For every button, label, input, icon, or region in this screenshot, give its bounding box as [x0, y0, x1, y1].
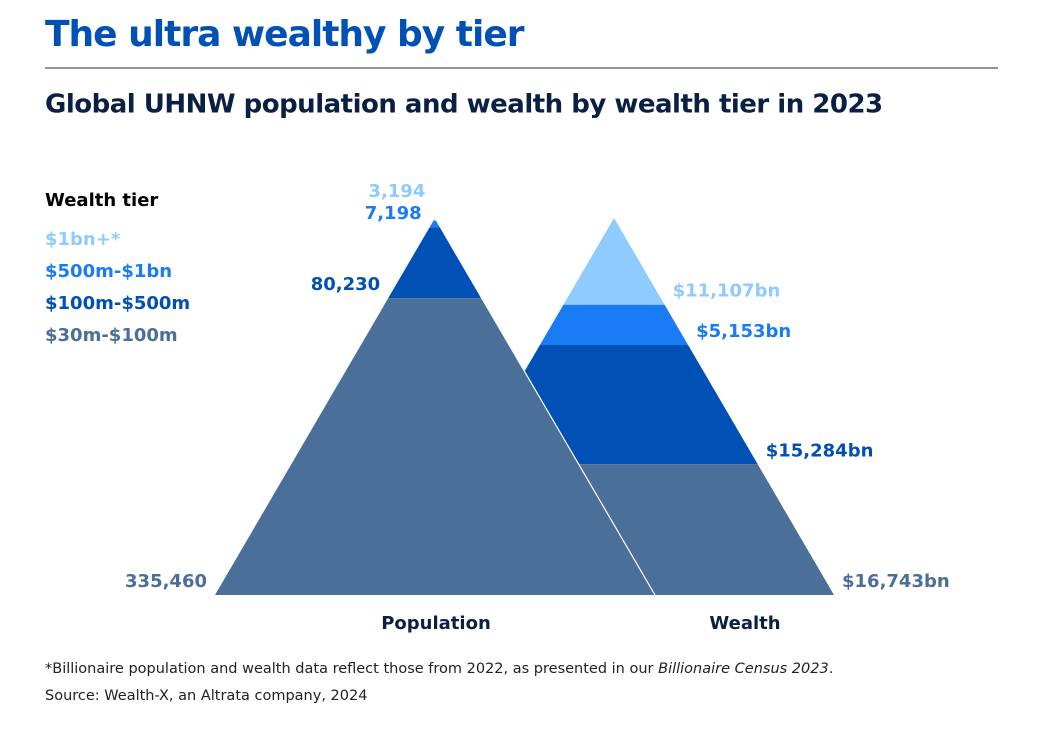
- pyramid-edge: [434, 217, 656, 596]
- legend-title: Wealth tier: [45, 190, 158, 211]
- legend-item: $500m-$1bn: [45, 261, 172, 282]
- pyramid-segment: [539, 304, 689, 345]
- legend-item: $1bn+*: [45, 229, 121, 250]
- value-label: 80,230: [311, 274, 380, 295]
- value-label: $15,284bn: [766, 440, 874, 461]
- value-label: 335,460: [125, 571, 207, 592]
- footnote-text: *Billionaire population and wealth data …: [45, 661, 658, 677]
- footnote-end: .: [829, 661, 834, 677]
- value-label: $5,153bn: [696, 321, 791, 342]
- pyramid-segment: [215, 298, 655, 595]
- source: Source: Wealth-X, an Altrata company, 20…: [45, 688, 367, 704]
- series-label: Population: [381, 613, 491, 634]
- value-label: 7,198: [365, 203, 422, 224]
- legend-item: $100m-$500m: [45, 293, 190, 314]
- pyramid-segment: [388, 227, 482, 299]
- pyramid-segment: [563, 218, 665, 305]
- chart-title: The ultra wealthy by tier: [45, 14, 525, 55]
- legend-item: $30m-$100m: [45, 325, 178, 346]
- footnote: *Billionaire population and wealth data …: [45, 661, 833, 677]
- series-label: Wealth: [709, 613, 780, 634]
- value-label: $16,743bn: [842, 571, 950, 592]
- footnote-italic: Billionaire Census 2023: [658, 661, 829, 677]
- pyramid-segment: [429, 220, 441, 228]
- value-label: 3,194: [368, 181, 425, 202]
- value-label: $11,107bn: [673, 281, 781, 302]
- chart-subtitle: Global UHNW population and wealth by wea…: [45, 90, 883, 120]
